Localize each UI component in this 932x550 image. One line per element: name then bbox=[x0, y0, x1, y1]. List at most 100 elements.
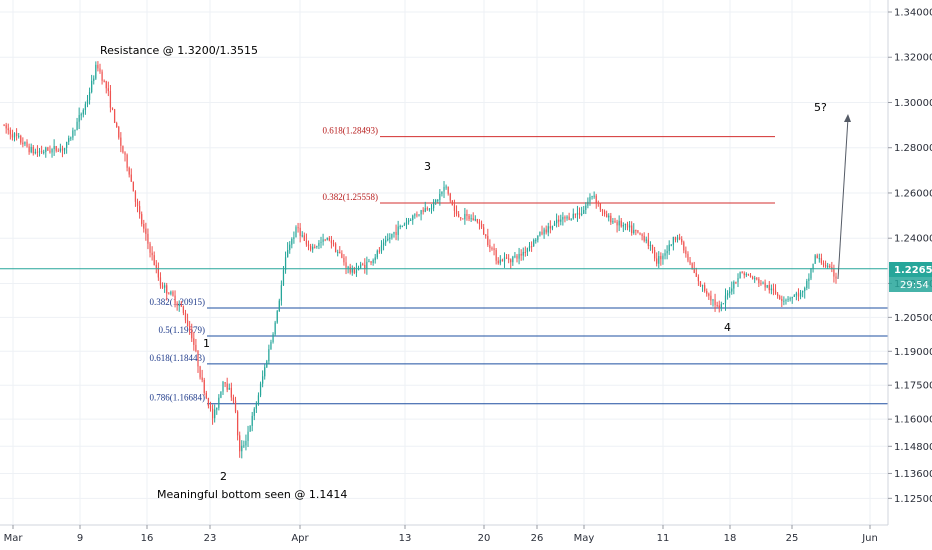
candle-body bbox=[666, 250, 668, 254]
candle-body bbox=[635, 230, 637, 232]
candle-body bbox=[766, 285, 768, 288]
candle-body bbox=[316, 246, 318, 248]
candle-body bbox=[651, 244, 654, 251]
candle-body bbox=[385, 240, 387, 243]
candle-body bbox=[551, 225, 554, 229]
candle-body bbox=[303, 235, 305, 241]
candle-body bbox=[180, 305, 182, 307]
candle-body bbox=[403, 224, 406, 226]
candle-body bbox=[268, 349, 270, 362]
candle-body bbox=[9, 130, 11, 135]
candle-body bbox=[3, 125, 5, 127]
candle-body bbox=[420, 210, 422, 215]
candle-body bbox=[120, 137, 122, 146]
price-tick-label: 1.24000 bbox=[894, 234, 932, 245]
candle-body bbox=[447, 186, 449, 194]
candle-body bbox=[660, 256, 662, 260]
candle-body bbox=[578, 212, 581, 215]
candle-body bbox=[489, 244, 491, 249]
candle-body bbox=[155, 265, 157, 268]
candle-body bbox=[722, 303, 725, 305]
candle-body bbox=[264, 367, 266, 377]
wave-label-1: 1 bbox=[203, 337, 210, 350]
candle-body bbox=[380, 245, 383, 252]
price-tick-label: 1.13600 bbox=[894, 469, 932, 480]
candle-body bbox=[43, 151, 45, 153]
candle-body bbox=[535, 239, 537, 241]
candle-body bbox=[116, 123, 118, 128]
candle-body bbox=[656, 258, 658, 264]
candle-body bbox=[720, 304, 722, 309]
candle-body bbox=[697, 276, 700, 282]
candle-body bbox=[397, 226, 399, 235]
candle-body bbox=[485, 234, 487, 236]
candle-body bbox=[111, 107, 114, 110]
candle-body bbox=[522, 251, 524, 256]
price-tick-label: 1.32000 bbox=[894, 53, 932, 64]
candle-body bbox=[526, 248, 529, 253]
candle-body bbox=[68, 138, 70, 142]
candle-body bbox=[708, 293, 710, 296]
candle-body bbox=[808, 278, 810, 281]
candle-body bbox=[422, 210, 424, 212]
candle-body bbox=[658, 256, 660, 264]
candle-body bbox=[253, 408, 255, 416]
candle-body bbox=[76, 121, 78, 131]
candle-body bbox=[691, 263, 693, 269]
candle-body bbox=[783, 300, 785, 302]
time-axis-panel[interactable] bbox=[0, 525, 932, 550]
candle-body bbox=[228, 387, 230, 390]
candle-body bbox=[136, 201, 139, 207]
candle-body bbox=[128, 167, 130, 175]
candle-body bbox=[591, 195, 593, 198]
candle-body bbox=[432, 201, 435, 209]
time-tick-label: 26 bbox=[531, 533, 544, 544]
candle-body bbox=[503, 257, 506, 262]
candle-body bbox=[743, 273, 745, 276]
candle-body bbox=[230, 387, 232, 398]
candle-body bbox=[261, 376, 264, 384]
candle-body bbox=[53, 146, 55, 150]
candle-body bbox=[564, 217, 566, 219]
candle-body bbox=[349, 266, 351, 273]
candle-body bbox=[699, 281, 702, 287]
candle-body bbox=[314, 246, 316, 248]
candle-body bbox=[341, 253, 343, 258]
candle-body bbox=[729, 291, 731, 294]
candle-body bbox=[555, 219, 558, 224]
candle-body bbox=[572, 213, 574, 219]
candle-body bbox=[339, 251, 341, 254]
candle-body bbox=[343, 257, 345, 263]
candle-body bbox=[483, 227, 485, 235]
candle-body bbox=[645, 239, 647, 241]
candle-body bbox=[328, 237, 330, 241]
candle-body bbox=[82, 110, 84, 115]
candle-body bbox=[141, 214, 143, 225]
candle-body bbox=[812, 263, 814, 269]
candle-body bbox=[36, 151, 39, 153]
candle-body bbox=[710, 295, 712, 301]
candle-body bbox=[470, 218, 472, 220]
candle-body bbox=[124, 152, 126, 155]
candle-body bbox=[495, 250, 497, 261]
candle-body bbox=[478, 221, 481, 224]
candle-body bbox=[239, 435, 241, 452]
candle-body bbox=[113, 109, 116, 124]
candle-body bbox=[818, 258, 820, 260]
candle-body bbox=[804, 288, 806, 291]
candle-body bbox=[49, 150, 51, 153]
price-tick-label: 1.12500 bbox=[894, 494, 932, 505]
candle-body bbox=[320, 241, 322, 243]
candle-body bbox=[61, 148, 64, 151]
resistance-annotation: Resistance @ 1.3200/1.3515 bbox=[100, 44, 258, 57]
price-tick-label: 1.17500 bbox=[894, 381, 932, 392]
candle-body bbox=[472, 218, 474, 221]
candle-body bbox=[11, 134, 14, 138]
candle-body bbox=[337, 251, 339, 253]
time-axis: Mar 9 16 23 Apr 13 20 26 May 11 18 25 Jun bbox=[4, 525, 878, 544]
candle-body bbox=[512, 256, 514, 263]
price-tick-label: 1.34000 bbox=[894, 8, 932, 19]
candle-body bbox=[622, 224, 624, 227]
